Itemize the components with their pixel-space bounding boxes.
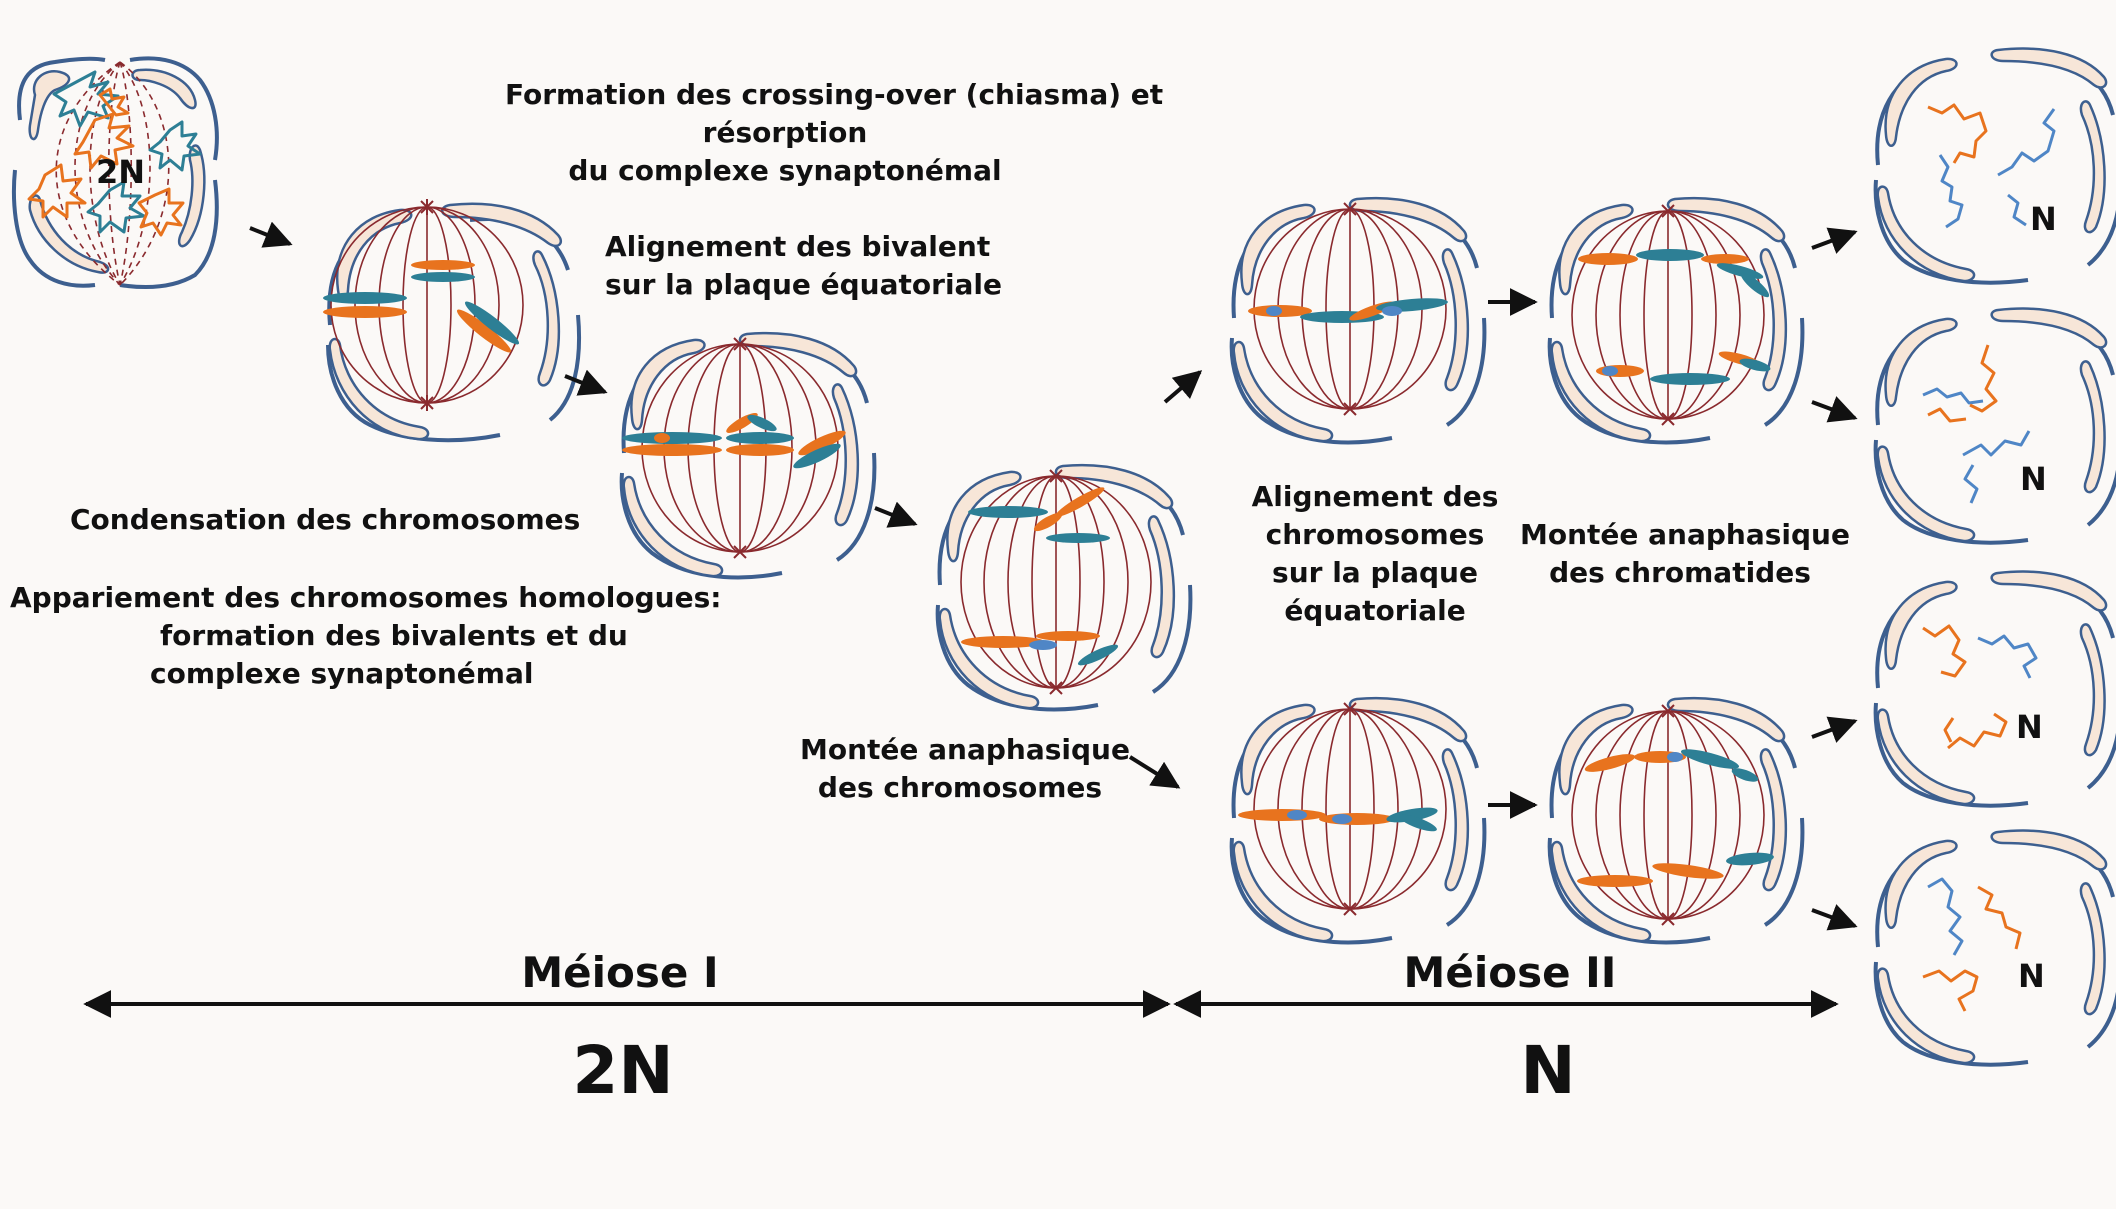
cell-ploidy-2n: 2N — [96, 153, 145, 191]
label-align-chromosomes-line-1: Alignement des — [1251, 480, 1499, 513]
label-anaphase-chromosomes-line-2: des chromosomes — [817, 771, 1103, 804]
label-anaphase-chromatides-line-2: des chromatides — [1549, 556, 1811, 589]
cell-anaphase-2-top — [1547, 196, 1805, 445]
cell-anaphase-1 — [935, 463, 1193, 712]
label-appariement-line-3: complexe synaptonémal — [150, 657, 534, 690]
arrow-2 — [564, 369, 608, 396]
daughter-cell-1: N — [1873, 47, 2116, 285]
cell-metaphase-2-bottom — [1229, 696, 1487, 945]
label-appariement: Appariement des chromosomes homologues: … — [10, 579, 722, 693]
cell-anaphase-2-bottom — [1547, 696, 1805, 945]
label-anaphase-chromatides-line-1: Montée anaphasique — [1520, 518, 1850, 551]
label-crossing-line-3: du complexe synaptonémal — [568, 154, 1002, 187]
label-align-chromosomes-line-3: sur la plaque — [1272, 556, 1478, 589]
daughter-cell-2: N — [1873, 307, 2116, 545]
cell-metaphase-1 — [619, 331, 877, 580]
label-anaphase-chromatides: Montée anaphasique des chromatides — [1520, 516, 1850, 592]
label-crossing-line-2: résorption — [702, 116, 868, 149]
label-meiose-2: Méiose II — [1403, 948, 1617, 997]
label-align-chromosomes-line-2: chromosomes — [1265, 518, 1485, 551]
arrow-4 — [1163, 370, 1203, 404]
cell-bivalents — [323, 199, 582, 443]
step-arrows — [249, 221, 1858, 931]
label-align-bivalent: Alignement des bivalent sur la plaque éq… — [605, 228, 1003, 304]
label-align-bivalent-line-2: sur la plaque équatoriale — [605, 268, 1003, 301]
label-align-chromosomes-line-4: équatoriale — [1284, 594, 1466, 627]
arrow-5 — [1128, 755, 1181, 789]
arrow-11 — [1811, 904, 1858, 931]
cell-prophase: 2N — [11, 56, 219, 290]
daughter-ploidy-4: N — [2018, 957, 2045, 995]
arrow-9 — [1811, 396, 1858, 423]
label-align-bivalent-line-1: Alignement des bivalent — [605, 230, 991, 263]
arrow-10 — [1811, 716, 1858, 743]
label-appariement-line-1: Appariement des chromosomes homologues: — [10, 581, 722, 614]
daughter-cell-3: N — [1873, 570, 2116, 808]
daughter-ploidy-2: N — [2020, 460, 2047, 498]
arrow-1 — [249, 221, 293, 248]
label-crossing-line-1: Formation des crossing-over (chiasma) et — [505, 78, 1164, 111]
daughter-cell-4: N — [1873, 829, 2116, 1067]
arrow-8 — [1811, 227, 1858, 254]
label-anaphase-chromosomes: Montée anaphasique des chromosomes — [800, 731, 1130, 807]
label-anaphase-chromosomes-line-1: Montée anaphasique — [800, 733, 1130, 766]
label-meiose-1: Méiose I — [521, 948, 719, 997]
label-condensation: Condensation des chromosomes — [70, 503, 581, 536]
cell-metaphase-2-top — [1229, 196, 1487, 445]
daughter-ploidy-1: N — [2030, 200, 2057, 238]
label-appariement-line-2: formation des bivalents et du — [160, 619, 628, 652]
label-crossing-over: Formation des crossing-over (chiasma) et… — [505, 76, 1164, 190]
daughter-ploidy-3: N — [2016, 708, 2043, 746]
label-ploidy-n: N — [1520, 1032, 1576, 1109]
arrow-3 — [874, 501, 918, 528]
label-ploidy-2n: 2N — [572, 1032, 674, 1109]
label-align-chromosomes: Alignement des chromosomes sur la plaque… — [1240, 478, 1510, 630]
